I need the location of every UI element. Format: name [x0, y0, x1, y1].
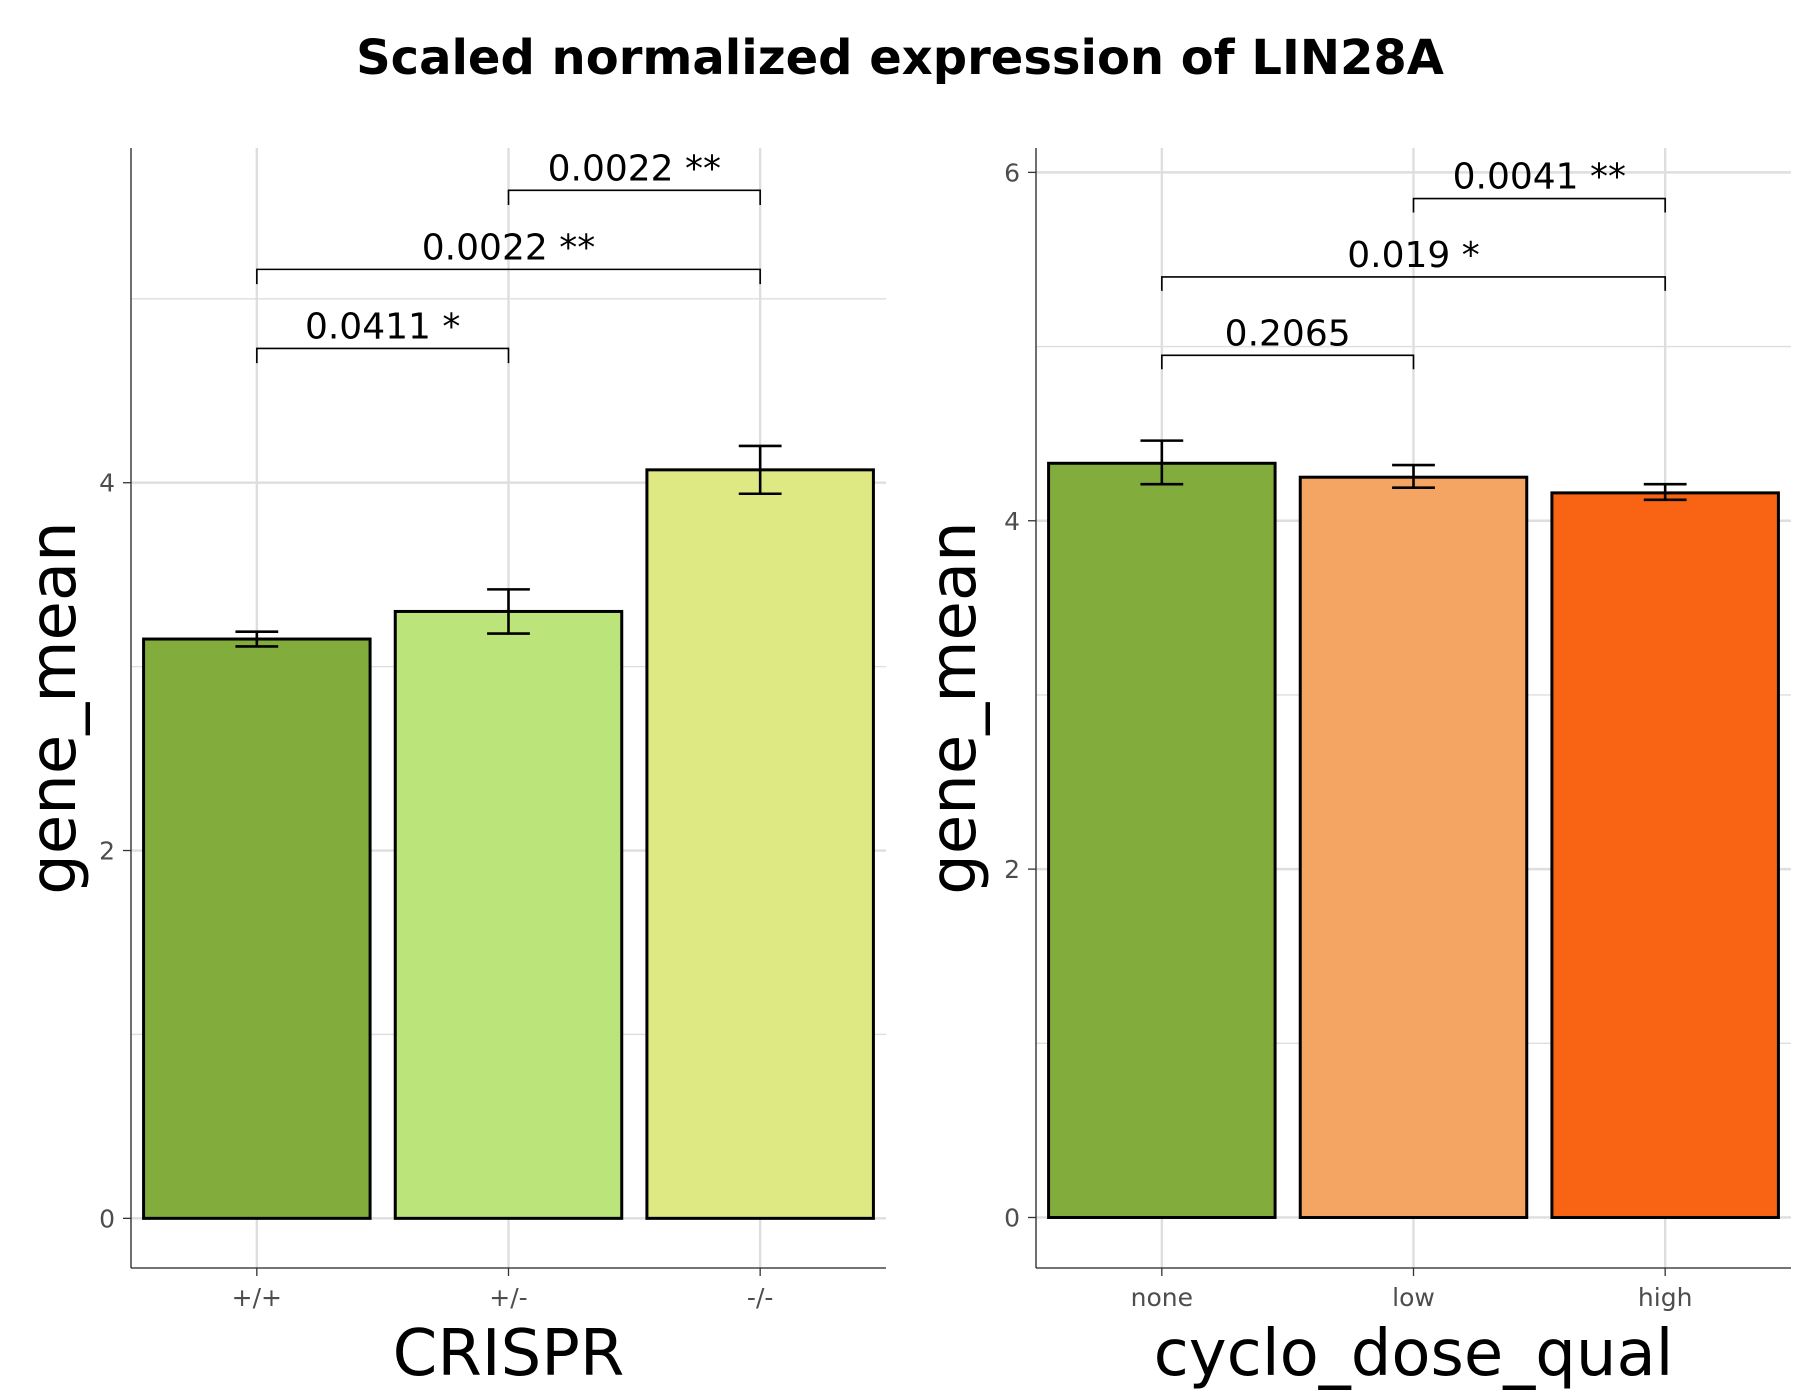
significance-bracket — [1161, 354, 1415, 370]
significance-label: 0.0022 ** — [422, 227, 595, 268]
significance-label: 0.019 * — [1347, 235, 1480, 276]
significance-bracket — [1412, 197, 1666, 213]
y-axis-title: gene_mean — [17, 521, 91, 894]
panel-cyclo-dose: 0.2065 0.019 * 0.0041 ** 0 2 4 6 none low high cyc… — [917, 148, 1791, 1391]
x-tick-label: low — [1392, 1283, 1435, 1312]
error-bar — [487, 588, 530, 635]
panel-crispr: 0.0411 * 0.0022 ** 0.0022 ** 0 2 4 +/+ +/- -/- CR… — [17, 148, 886, 1391]
bar — [1298, 475, 1529, 1219]
significance-label: 0.0041 ** — [1453, 157, 1626, 198]
y-tick-label: 4 — [99, 469, 115, 498]
y-tick-label: 4 — [1004, 507, 1020, 536]
bar — [645, 468, 875, 1220]
error-bar — [235, 630, 279, 648]
x-tick-label: +/+ — [232, 1283, 282, 1312]
error-bar — [1643, 482, 1687, 502]
y-tick-label: 2 — [1004, 855, 1020, 884]
y-tick-label: 6 — [1004, 158, 1020, 187]
significance-label: 0.2065 — [1225, 313, 1351, 354]
y-axis-title: gene_mean — [917, 521, 991, 894]
x-tick-label: high — [1638, 1283, 1693, 1312]
significance-label: 0.0022 ** — [548, 148, 721, 189]
x-axis-title: cyclo_dose_qual — [1154, 1317, 1674, 1391]
y-tick-label: 0 — [99, 1204, 115, 1233]
error-bar — [1140, 439, 1184, 486]
error-bar — [738, 444, 782, 496]
significance-label: 0.0411 * — [305, 306, 460, 347]
bar — [142, 637, 372, 1220]
chart-title: Scaled normalized expression of LIN28A — [356, 30, 1444, 86]
x-tick-label: -/- — [747, 1283, 773, 1312]
bar — [393, 609, 624, 1220]
error-bar — [1392, 463, 1435, 489]
x-tick-label: +/- — [489, 1283, 527, 1312]
significance-bracket — [256, 268, 761, 285]
bar — [1047, 461, 1277, 1219]
significance-bracket — [1161, 276, 1666, 291]
significance-bracket — [256, 347, 510, 364]
bar — [1550, 491, 1780, 1219]
significance-bracket — [507, 189, 761, 206]
x-axis-title: CRISPR — [393, 1317, 625, 1391]
y-tick-label: 0 — [1004, 1203, 1020, 1232]
x-tick-label: none — [1131, 1283, 1193, 1312]
y-tick-label: 2 — [99, 837, 115, 866]
